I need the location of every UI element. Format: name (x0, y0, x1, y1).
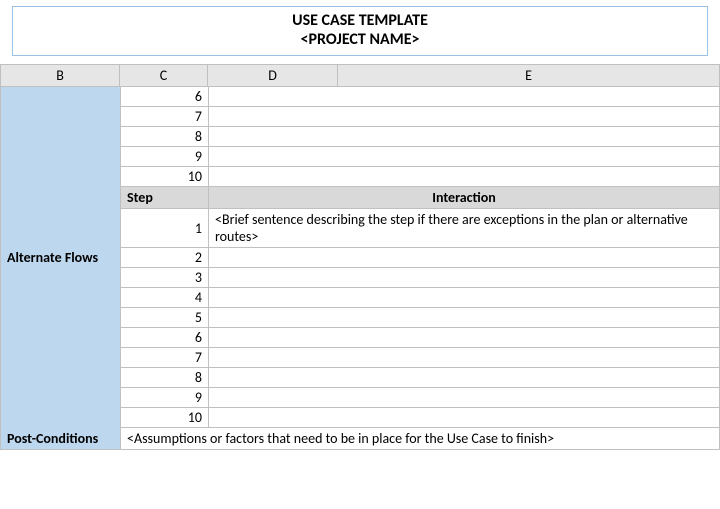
table-row[interactable]: 9 (121, 388, 719, 408)
title-line1: USE CASE TEMPLATE (13, 11, 707, 30)
step-number-cell[interactable]: 1 (121, 209, 209, 247)
step-header-step[interactable]: Step (121, 187, 209, 208)
col-header-c[interactable]: C (120, 65, 208, 86)
section-right-column: 6 7 8 9 10 Step Interaction (121, 87, 719, 428)
step-number-cell[interactable]: 6 (121, 328, 209, 347)
step-desc-cell[interactable] (209, 87, 719, 106)
table-row[interactable]: 5 (121, 308, 719, 328)
section-alternate-flows: Alternate Flows 6 7 8 9 10 (1, 87, 719, 428)
table-row[interactable]: 1 <Brief sentence describing the step if… (121, 209, 719, 248)
table-row[interactable]: 4 (121, 288, 719, 308)
step-desc-cell[interactable] (209, 368, 719, 387)
step-desc-cell[interactable] (209, 107, 719, 126)
step-number-cell[interactable]: 4 (121, 288, 209, 307)
spreadsheet-grid: Alternate Flows 6 7 8 9 10 (0, 87, 720, 450)
table-row[interactable]: 10 (121, 167, 719, 187)
title-box: USE CASE TEMPLATE <PROJECT NAME> (12, 6, 708, 56)
step-number-cell[interactable]: 2 (121, 248, 209, 267)
step-number-cell[interactable]: 9 (121, 147, 209, 166)
step-desc-cell[interactable] (209, 288, 719, 307)
step-desc-cell[interactable]: <Brief sentence describing the step if t… (209, 209, 719, 247)
step-number-cell[interactable]: 3 (121, 268, 209, 287)
step-number-cell[interactable]: 8 (121, 368, 209, 387)
step-desc-cell[interactable] (209, 388, 719, 407)
step-number-cell[interactable]: 10 (121, 167, 209, 186)
post-conditions-label[interactable]: Post-Conditions (1, 428, 121, 449)
step-number-cell[interactable]: 10 (121, 408, 209, 427)
step-desc-cell[interactable] (209, 268, 719, 287)
table-row[interactable]: 6 (121, 87, 719, 107)
step-number-cell[interactable]: 5 (121, 308, 209, 327)
step-number-cell[interactable]: 6 (121, 87, 209, 106)
step-desc-cell[interactable] (209, 167, 719, 186)
table-row[interactable]: 6 (121, 328, 719, 348)
step-number-cell[interactable]: 7 (121, 348, 209, 367)
col-header-e[interactable]: E (338, 65, 720, 86)
column-header-row: B C D E (0, 64, 720, 87)
table-row[interactable]: 3 (121, 268, 719, 288)
step-number-cell[interactable]: 8 (121, 127, 209, 146)
col-header-b[interactable]: B (0, 65, 120, 86)
step-header-interaction[interactable]: Interaction (209, 187, 719, 208)
step-number-cell[interactable]: 9 (121, 388, 209, 407)
title-line2: <PROJECT NAME> (13, 30, 707, 49)
step-desc-cell[interactable] (209, 408, 719, 427)
table-row[interactable]: 8 (121, 368, 719, 388)
post-conditions-text[interactable]: <Assumptions or factors that need to be … (121, 428, 719, 449)
table-row[interactable]: 10 (121, 408, 719, 428)
step-desc-cell[interactable] (209, 328, 719, 347)
section-label-alternate-flows[interactable]: Alternate Flows (1, 87, 121, 428)
step-desc-cell[interactable] (209, 308, 719, 327)
step-desc-cell[interactable] (209, 127, 719, 146)
table-row[interactable]: 9 (121, 147, 719, 167)
col-header-d[interactable]: D (208, 65, 338, 86)
table-row[interactable]: 8 (121, 127, 719, 147)
step-desc-cell[interactable] (209, 147, 719, 166)
step-desc-cell[interactable] (209, 348, 719, 367)
table-row[interactable]: 2 (121, 248, 719, 268)
step-desc-cell[interactable] (209, 248, 719, 267)
table-row[interactable]: 7 (121, 107, 719, 127)
step-header-row: Step Interaction (121, 187, 719, 209)
table-row[interactable]: 7 (121, 348, 719, 368)
step-number-cell[interactable]: 7 (121, 107, 209, 126)
post-conditions-row[interactable]: Post-Conditions <Assumptions or factors … (1, 428, 719, 450)
